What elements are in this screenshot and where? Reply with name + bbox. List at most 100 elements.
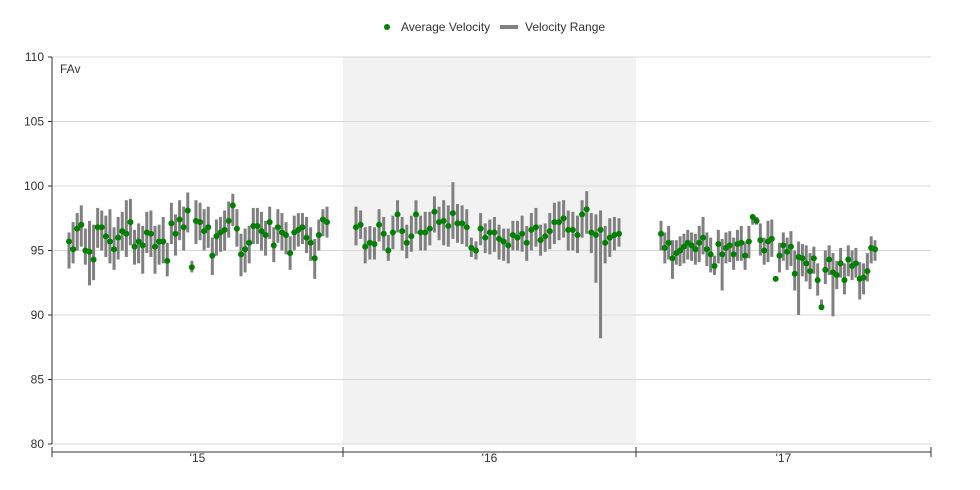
y-tick-label: 95 [31, 244, 45, 258]
average-velocity-point [380, 230, 387, 237]
average-velocity-point [74, 225, 81, 232]
average-velocity-point [661, 244, 668, 251]
average-velocity-point [665, 239, 672, 246]
average-velocity-point [784, 248, 791, 255]
average-velocity-point [353, 224, 359, 231]
average-velocity-point [602, 239, 609, 246]
average-velocity-point [127, 219, 134, 226]
average-velocity-point [845, 256, 852, 263]
average-velocity-point [719, 251, 726, 258]
average-velocity-point [826, 256, 833, 263]
average-velocity-point [803, 260, 810, 267]
average-velocity-point [213, 233, 220, 240]
average-velocity-point [262, 232, 269, 239]
average-velocity-point [90, 256, 97, 263]
average-velocity-point [426, 225, 433, 232]
horizontal-gridlines [52, 56, 931, 445]
x-axis: '15 '16 '17 [51, 447, 932, 465]
average-velocity-point [749, 213, 756, 220]
average-velocity-point [201, 228, 208, 235]
average-velocity-series [66, 202, 878, 311]
average-velocity-point [70, 246, 77, 253]
average-velocity-point [551, 219, 558, 226]
average-velocity-point [537, 237, 544, 244]
average-velocity-point [592, 232, 599, 239]
average-velocity-point [78, 221, 85, 228]
average-velocity-point [454, 220, 461, 227]
average-velocity-point [546, 228, 553, 235]
average-velocity-point [583, 206, 590, 213]
average-velocity-point [389, 229, 396, 236]
average-velocity-point [152, 243, 158, 250]
average-velocity-point [246, 239, 253, 246]
average-velocity-point [417, 229, 424, 236]
average-velocity-point [205, 224, 212, 231]
average-velocity-point [588, 229, 595, 236]
average-velocity-point [477, 225, 484, 232]
average-velocity-point [188, 264, 195, 271]
average-velocity-point [680, 243, 687, 250]
average-velocity-point [403, 239, 410, 246]
average-velocity-point [864, 268, 871, 275]
average-velocity-point [677, 247, 684, 254]
average-velocity-point [560, 215, 567, 222]
average-velocity-point [738, 239, 745, 246]
average-velocity-point [611, 232, 618, 239]
average-velocity-point [225, 217, 232, 224]
average-velocity-point [197, 219, 204, 226]
average-velocity-point [822, 266, 829, 273]
average-velocity-point [412, 211, 419, 218]
average-velocity-point [658, 230, 664, 237]
average-velocity-point [98, 224, 105, 231]
average-velocity-point [500, 238, 507, 245]
average-velocity-point [184, 207, 191, 214]
average-velocity-point [399, 228, 406, 235]
average-velocity-point [459, 220, 466, 227]
average-velocity-point [180, 224, 187, 231]
average-velocity-point [229, 202, 236, 209]
average-velocity-point [362, 243, 369, 250]
average-velocity-point [221, 226, 228, 233]
average-velocity-point [519, 230, 526, 237]
average-velocity-point [818, 304, 825, 311]
average-velocity-point [542, 233, 549, 240]
average-velocity-point [238, 251, 244, 258]
average-velocity-point [810, 255, 817, 262]
average-velocity-point [509, 232, 516, 239]
average-velocity-point [742, 252, 749, 259]
average-velocity-point [139, 242, 146, 249]
average-velocity-point [408, 233, 415, 240]
average-velocity-point [111, 246, 118, 253]
average-velocity-point [303, 234, 310, 241]
average-velocity-point [445, 222, 452, 229]
average-velocity-point [569, 226, 576, 233]
average-velocity-point [315, 232, 322, 239]
average-velocity-point [86, 248, 93, 255]
average-velocity-point [730, 251, 737, 258]
average-velocity-point [115, 234, 122, 241]
average-velocity-point [468, 244, 475, 251]
average-velocity-point [482, 234, 489, 241]
average-velocity-point [606, 234, 613, 241]
average-velocity-point [616, 230, 622, 237]
x-tick-label: '17 [776, 451, 792, 465]
average-velocity-point [711, 262, 718, 269]
average-velocity-point [176, 216, 183, 223]
average-velocity-point [66, 238, 72, 245]
average-velocity-point [757, 237, 764, 244]
average-velocity-point [707, 251, 714, 258]
average-velocity-point [160, 238, 167, 245]
average-velocity-point [772, 275, 779, 282]
average-velocity-point [394, 211, 401, 218]
average-velocity-point [307, 239, 314, 246]
average-velocity-point [496, 235, 503, 242]
average-velocity-point [574, 232, 581, 239]
average-velocity-point [696, 239, 703, 246]
average-velocity-point [579, 211, 586, 218]
average-velocity-point [172, 230, 179, 237]
average-velocity-point [753, 217, 760, 224]
average-velocity-point [436, 219, 443, 226]
average-velocity-point [841, 277, 848, 284]
legend-average-marker [384, 24, 390, 30]
average-velocity-point [761, 247, 768, 254]
